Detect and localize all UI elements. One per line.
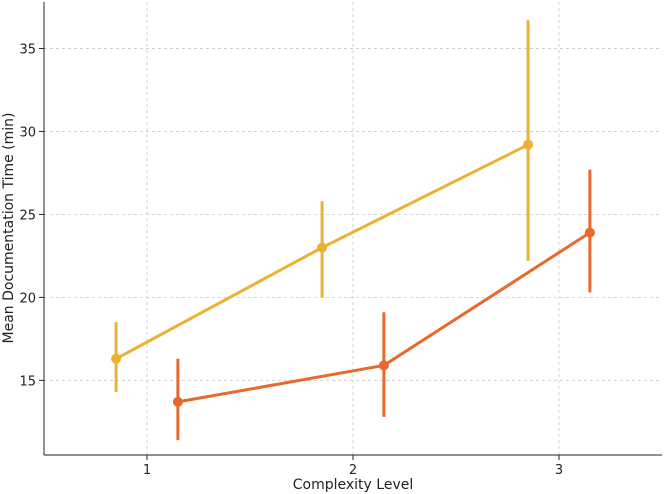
y-tick-label: 35	[19, 42, 36, 57]
series-1	[111, 20, 534, 392]
data-point	[378, 360, 389, 371]
ticks: 1 2 3 15 20 25 30 35	[19, 42, 563, 478]
series	[111, 20, 595, 441]
y-axis-label: Mean Documentation Time (min)	[1, 112, 17, 343]
series-2	[172, 169, 595, 441]
data-point	[172, 396, 183, 407]
data-point	[111, 353, 122, 364]
data-point	[584, 227, 595, 238]
x-tick-label: 3	[555, 463, 563, 478]
y-tick-label: 15	[19, 374, 36, 389]
x-axis-label: Complexity Level	[293, 477, 413, 493]
data-point	[523, 139, 534, 150]
y-tick-label: 25	[19, 208, 36, 223]
grid	[44, 2, 662, 455]
y-tick-label: 20	[19, 291, 36, 306]
x-tick-label: 2	[349, 463, 357, 478]
y-tick-label: 30	[19, 125, 36, 140]
x-tick-label: 1	[143, 463, 151, 478]
data-point	[317, 242, 328, 253]
